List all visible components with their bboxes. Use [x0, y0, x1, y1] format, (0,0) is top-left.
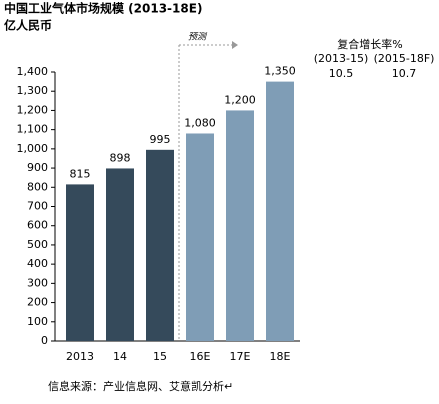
- y-tick-label: 700: [27, 200, 48, 213]
- y-tick-label: 900: [27, 161, 48, 174]
- y-tick-label: 1,000: [17, 142, 49, 155]
- value-label: 995: [150, 133, 171, 146]
- x-tick-label: 15: [153, 350, 167, 363]
- y-tick-label: 600: [27, 219, 48, 232]
- y-tick-label: 400: [27, 257, 48, 270]
- y-tick-label: 200: [27, 296, 48, 309]
- y-tick-label: 800: [27, 180, 48, 193]
- forecast-label: 预测: [188, 32, 208, 43]
- y-tick-label: 300: [27, 276, 48, 289]
- y-tick-label: 0: [41, 334, 48, 347]
- y-tick-label: 1,200: [17, 103, 49, 116]
- bar: [146, 149, 174, 341]
- cagr-column: (2015-18F): [374, 52, 435, 65]
- bar: [66, 184, 94, 341]
- x-tick-label: 18E: [270, 350, 291, 363]
- cagr-title: 复合增长率%: [337, 37, 402, 51]
- cagr-value: 10.5: [329, 67, 354, 80]
- x-tick-label: 2013: [66, 350, 94, 363]
- chart-subtitle: 亿人民币: [4, 18, 52, 33]
- y-tick-label: 100: [27, 315, 48, 328]
- x-tick-label: 14: [113, 350, 127, 363]
- bar: [266, 81, 294, 341]
- source: 信息来源：产业信息网、艾意凯分析↵: [48, 379, 233, 393]
- y-tick-label: 1,300: [17, 84, 49, 97]
- y-tick-label: 1,400: [17, 65, 49, 78]
- bar: [106, 168, 134, 341]
- x-tick-label: 17E: [230, 350, 251, 363]
- x-tick-label: 16E: [190, 350, 211, 363]
- cagr-column: (2013-15): [314, 52, 369, 65]
- value-label: 1,080: [184, 116, 216, 129]
- bar: [186, 133, 214, 341]
- value-label: 1,350: [264, 65, 296, 78]
- y-tick-label: 1,100: [17, 123, 49, 136]
- value-label: 815: [70, 167, 91, 180]
- forecast-arrowhead: [232, 41, 238, 49]
- cagr-value: 10.7: [392, 67, 417, 80]
- value-label: 898: [110, 151, 131, 164]
- chart-title: 中国工业气体市场规模 (2013-18E): [4, 1, 202, 16]
- y-tick-label: 500: [27, 238, 48, 251]
- value-label: 1,200: [224, 93, 256, 106]
- bar: [226, 110, 254, 341]
